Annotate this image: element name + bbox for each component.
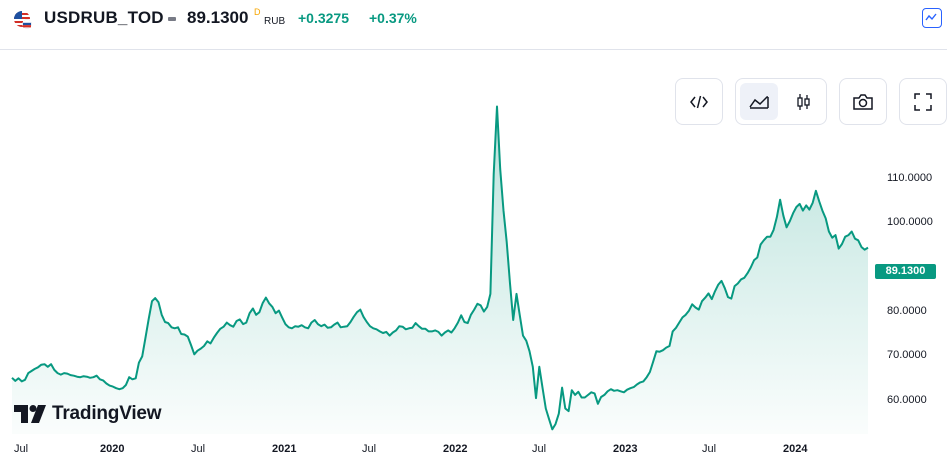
area-style-button[interactable] — [740, 83, 778, 120]
last-price-label: 89.1300 — [875, 264, 936, 279]
y-tick-label: 70.0000 — [887, 349, 927, 361]
x-tick-label: Jul — [702, 443, 717, 455]
fullscreen-button[interactable] — [904, 83, 942, 120]
camera-icon — [853, 93, 873, 110]
last-price: 89.1300 — [187, 8, 249, 27]
x-tick-label: Jul — [191, 443, 206, 455]
currency-label: RUB — [264, 16, 286, 27]
tradingview-logo-icon — [14, 405, 46, 423]
separator-dot — [168, 17, 176, 21]
y-tick-label: 60.0000 — [887, 394, 927, 406]
fullscreen-toolbar-group — [899, 78, 947, 125]
price-change-percent: +0.37% — [369, 10, 417, 26]
line-chart-icon — [925, 13, 937, 21]
area-fill — [12, 106, 868, 434]
price-line — [11, 105, 869, 431]
brand-name: TradingView — [52, 403, 162, 424]
x-tick-label: 2022 — [443, 443, 468, 455]
x-tick-label: 2024 — [783, 443, 808, 455]
x-tick-label: Jul — [362, 443, 377, 455]
x-tick-label: 2023 — [613, 443, 638, 455]
symbol-name[interactable]: USDRUB_TOD — [44, 8, 164, 27]
x-tick-label: 2021 — [272, 443, 297, 455]
area-chart-icon — [749, 95, 769, 109]
y-tick-label: 100.0000 — [887, 216, 933, 228]
symbol-header: USDRUB_TOD 89.1300 D RUB +0.3275 +0.37% — [0, 0, 947, 50]
x-tick-label: Jul — [532, 443, 547, 455]
chart-style-toolbar-group — [735, 78, 827, 125]
tradingview-logo[interactable]: TradingView — [14, 402, 162, 426]
snapshot-button[interactable] — [844, 83, 882, 120]
x-tick-label: Jul — [14, 443, 29, 455]
embed-toolbar-group — [675, 78, 723, 125]
y-tick-label: 110.0000 — [887, 172, 933, 184]
chart-type-toggle[interactable] — [922, 8, 942, 28]
code-icon — [690, 95, 708, 108]
delayed-suffix: D — [254, 7, 261, 17]
embed-button[interactable] — [680, 83, 718, 120]
usd-rub-flag-icon — [14, 11, 32, 29]
price-change: +0.3275 — [298, 10, 349, 26]
candlestick-icon — [797, 93, 810, 110]
candle-style-button[interactable] — [784, 83, 822, 120]
x-tick-label: 2020 — [100, 443, 125, 455]
y-tick-label: 80.0000 — [887, 305, 927, 317]
fullscreen-icon — [914, 92, 932, 111]
snapshot-toolbar-group — [839, 78, 887, 125]
